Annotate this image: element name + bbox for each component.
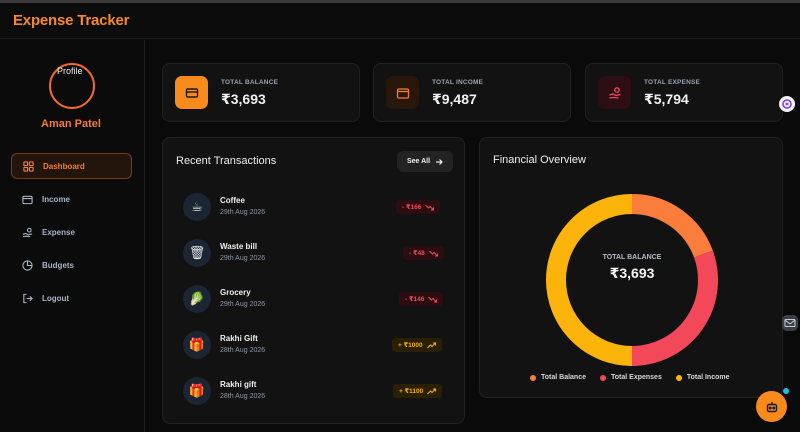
- trend-down-icon: [428, 250, 438, 256]
- transaction-name: Rakhi gift: [220, 380, 257, 389]
- transaction-name: Rakhi Gift: [220, 334, 258, 343]
- donut-center-value: ₹3,693: [609, 265, 655, 281]
- window-top-border: [0, 0, 800, 3]
- trend-up-icon: [426, 342, 436, 348]
- stat-card-expense: TOTAL EXPENSE ₹5,794: [585, 63, 783, 122]
- transaction-date: 28th Aug 2026: [220, 347, 266, 354]
- stat-label: TOTAL BALANCE: [221, 79, 279, 86]
- legend-swatch: [675, 374, 682, 381]
- legend-swatch: [600, 374, 606, 381]
- mail-widget-icon[interactable]: [782, 315, 798, 331]
- amount-badge: + ₹1000: [392, 338, 442, 352]
- wallet-icon: [21, 193, 33, 205]
- robot-icon: [766, 401, 777, 412]
- amount-value: - ₹166: [402, 204, 422, 211]
- sidebar: Profile Aman Patel Dashboard Income Expe…: [0, 40, 145, 432]
- financial-overview-panel: Financial Overview TOTAL BALANCE ₹3,693 …: [479, 137, 783, 398]
- sidebar-item-label: Logout: [42, 293, 70, 303]
- transaction-name: Grocery: [220, 288, 251, 297]
- donut-slice-total-income: [546, 194, 633, 366]
- sidebar-item-budgets[interactable]: Budgets: [11, 252, 132, 278]
- legend-label: Total Expenses: [611, 374, 662, 381]
- chatbot-button[interactable]: [756, 391, 787, 422]
- donut-slice-total-expenses: [631, 250, 718, 366]
- trend-up-icon: [427, 388, 437, 394]
- extension-widget-icon[interactable]: [779, 96, 795, 112]
- pie-icon: [21, 259, 33, 271]
- panel-title: Financial Overview: [493, 154, 586, 166]
- list-item[interactable]: 🥬 Grocery 29th Aug 2026 - ₹146: [183, 283, 451, 317]
- avatar[interactable]: Profile: [49, 63, 95, 109]
- arrow-right-icon: [436, 158, 443, 165]
- sidebar-item-label: Expense: [42, 227, 75, 237]
- amount-badge: + ₹1100: [393, 384, 443, 398]
- transaction-name: Coffee: [220, 196, 245, 205]
- transaction-date: 29th Aug 2026: [220, 255, 266, 262]
- amount-value: + ₹1000: [398, 342, 423, 349]
- hand-coins-icon: [598, 76, 631, 109]
- financial-donut-chart: [546, 194, 718, 366]
- app-title: Expense Tracker: [13, 12, 130, 29]
- card-icon: [175, 76, 208, 109]
- stat-value: ₹3,693: [221, 91, 266, 107]
- recent-transactions-panel: Recent Transactions See All ☕ Coffee 29t…: [162, 137, 465, 424]
- sidebar-item-logout[interactable]: Logout: [11, 285, 132, 311]
- transaction-name: Waste bill: [220, 242, 258, 251]
- stat-card-income: TOTAL INCOME ₹9,487: [373, 63, 571, 122]
- sidebar-item-label: Budgets: [42, 260, 74, 270]
- avatar-alt-text: Profile: [57, 66, 83, 76]
- sidebar-item-income[interactable]: Income: [11, 186, 132, 212]
- amount-badge: - ₹166: [396, 200, 441, 214]
- see-all-button[interactable]: See All: [397, 151, 453, 172]
- donut-center-label: TOTAL BALANCE: [602, 254, 662, 261]
- transaction-date: 29th Aug 2026: [220, 301, 266, 308]
- sidebar-item-label: Dashboard: [43, 161, 85, 171]
- amount-value: - ₹146: [405, 296, 425, 303]
- legend-item: Total Expenses: [600, 374, 662, 381]
- sidebar-item-expense[interactable]: Expense: [11, 219, 132, 245]
- hand-coins-icon: [21, 226, 33, 238]
- list-item[interactable]: ☕ Coffee 29th Aug 2026 - ₹166: [183, 191, 451, 225]
- gift-icon: 🎁: [183, 377, 211, 405]
- sidebar-item-label: Income: [42, 194, 71, 204]
- coffee-icon: ☕: [183, 193, 211, 221]
- chart-legend: Total Balance Total Expenses Total Incom…: [530, 374, 730, 381]
- dashboard-icon: [22, 160, 34, 172]
- trend-down-icon: [428, 296, 438, 302]
- donut-slice-total-balance: [631, 194, 713, 258]
- stat-value: ₹9,487: [432, 91, 477, 107]
- trend-down-icon: [425, 204, 435, 210]
- legend-label: Total Income: [686, 374, 730, 381]
- sidebar-item-dashboard[interactable]: Dashboard: [11, 153, 132, 179]
- list-item[interactable]: 🗑 Waste bill 29th Aug 2026 - ₹48: [183, 237, 451, 271]
- list-item[interactable]: 🎁 Rakhi gift 28th Aug 2026 + ₹1100: [183, 375, 451, 409]
- trash-icon: 🗑: [183, 239, 211, 267]
- amount-value: + ₹1100: [399, 388, 424, 395]
- logout-icon: [21, 292, 33, 304]
- legend-swatch: [530, 374, 536, 381]
- stat-value: ₹5,794: [644, 91, 689, 107]
- leaf-icon: 🥬: [183, 285, 211, 313]
- amount-badge: - ₹48: [403, 246, 444, 260]
- list-item[interactable]: 🎁 Rakhi Gift 28th Aug 2026 + ₹1000: [183, 329, 451, 363]
- legend-label: Total Balance: [541, 374, 586, 381]
- legend-item: Total Income: [675, 374, 730, 381]
- legend-item: Total Balance: [530, 374, 586, 381]
- user-name: Aman Patel: [41, 118, 101, 130]
- stat-card-balance: TOTAL BALANCE ₹3,693: [162, 63, 360, 122]
- see-all-label: See All: [406, 158, 431, 165]
- app-header: Expense Tracker: [0, 3, 800, 39]
- transaction-date: 28th Aug 2026: [220, 393, 266, 400]
- transaction-date: 29th Aug 2026: [220, 209, 266, 216]
- amount-value: - ₹48: [409, 250, 425, 257]
- stat-label: TOTAL INCOME: [432, 79, 484, 86]
- wallet-icon: [386, 76, 419, 109]
- notification-dot: [783, 388, 789, 394]
- gift-icon: 🎁: [183, 331, 211, 359]
- panel-title: Recent Transactions: [176, 155, 277, 167]
- stat-label: TOTAL EXPENSE: [644, 79, 701, 86]
- amount-badge: - ₹146: [399, 292, 444, 306]
